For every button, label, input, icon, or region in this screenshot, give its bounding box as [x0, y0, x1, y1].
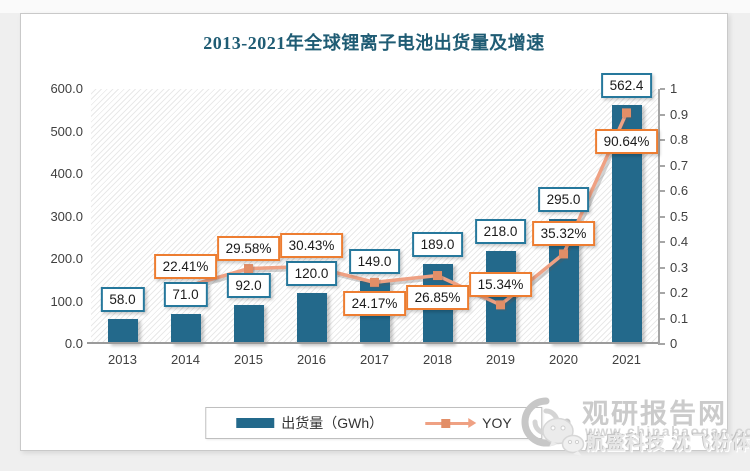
right-axis-tick-mark — [660, 317, 665, 320]
yoy-marker-2021 — [622, 108, 631, 118]
right-axis-tick-label: 0.6 — [670, 183, 689, 198]
yoy-value-label: 35.32% — [531, 220, 596, 246]
bar-value-label: 295.0 — [537, 186, 590, 212]
right-axis-tick-mark — [660, 266, 665, 269]
right-axis-line — [658, 89, 660, 345]
yoy-marker-2017 — [370, 277, 379, 287]
legend-yoy-label: YOY — [482, 415, 512, 431]
left-axis-tick-label: 0.0 — [64, 336, 83, 351]
yoy-value-label: 22.41% — [153, 253, 218, 279]
bar-value-label: 149.0 — [348, 248, 401, 274]
right-axis-tick-label: 0.8 — [670, 132, 689, 147]
legend-item-yoy: YOY — [425, 415, 512, 431]
chart-panel: 2013-2021年全球锂离子电池出货量及增速 0.0 100.0 200.0 300… — [20, 13, 728, 451]
yoy-marker-2015 — [244, 264, 253, 274]
watermark-site-name: 观研报告网 — [582, 399, 727, 429]
bar-value-label: 120.0 — [285, 261, 338, 286]
right-axis-tick-mark — [660, 343, 665, 345]
x-axis-label-2015: 2015 — [234, 352, 263, 367]
right-axis-tick-mark — [660, 164, 665, 167]
bar-2015 — [233, 304, 264, 344]
x-axis-label-2021: 2021 — [612, 352, 641, 367]
right-axis-tick-label: 0.7 — [670, 157, 689, 173]
x-axis-label-2014: 2014 — [171, 352, 200, 367]
yoy-line-series — [181, 108, 633, 311]
right-axis-tick-mark — [660, 215, 665, 218]
right-axis-tick-label: 0.4 — [670, 234, 689, 249]
legend: 出货量（GWh） YOY — [205, 407, 543, 439]
yoy-marker-2019 — [496, 300, 505, 310]
right-axis-tick-label: 1 — [670, 81, 678, 96]
yoy-line-shadow — [187, 114, 631, 310]
bar-value-label: 562.4 — [600, 72, 653, 98]
x-axis-label-2017: 2017 — [360, 352, 389, 367]
yoy-value-label: 30.43% — [279, 233, 344, 259]
wechat-icon — [542, 417, 585, 456]
left-axis-tick-label: 400.0 — [50, 166, 83, 181]
yoy-marker-2020 — [559, 249, 568, 259]
right-axis-tick-label: 0.9 — [670, 106, 689, 122]
bar-2014 — [170, 313, 201, 344]
left-axis-tick-label: 100.0 — [50, 293, 83, 309]
yoy-value-label: 26.85% — [405, 284, 470, 310]
line-swatch-icon — [425, 417, 477, 429]
watermark-overlay-text: 航盛科技 沈飞粉体 — [586, 433, 750, 454]
left-axis-tick-label: 600.0 — [50, 81, 83, 96]
bar-value-label: 92.0 — [226, 272, 271, 298]
left-axis-tick-label: 200.0 — [50, 251, 83, 266]
right-axis-tick-mark — [660, 292, 665, 294]
x-axis-label-2016: 2016 — [297, 352, 326, 367]
yoy-value-label: 24.17% — [342, 291, 407, 317]
legend-shipments-label: 出货量（GWh） — [281, 415, 384, 431]
watermark-site-url: www.chinabaogao.com — [585, 423, 750, 439]
bar-value-label: 189.0 — [411, 231, 464, 257]
x-axis-label-2020: 2020 — [549, 352, 578, 367]
right-axis-tick-mark — [660, 88, 665, 90]
left-axis-tick-label: 500.0 — [50, 123, 83, 139]
legend-item-shipments: 出货量（GWh） — [236, 413, 383, 433]
right-axis-tick-label: 0.5 — [670, 208, 689, 224]
yoy-marker-2018 — [433, 271, 442, 281]
bar-swatch-icon — [236, 418, 275, 428]
yoy-value-label: 29.58% — [216, 235, 281, 261]
x-axis-label-2013: 2013 — [108, 352, 137, 367]
right-axis-tick-label: 0 — [670, 336, 678, 351]
right-axis-tick-mark — [660, 139, 665, 141]
x-axis-line — [87, 342, 660, 344]
bar-value-label: 71.0 — [163, 281, 208, 307]
right-axis-tick-mark — [660, 113, 665, 116]
chart-title: 2013-2021年全球锂离子电池出货量及增速 — [203, 33, 545, 53]
right-axis-tick-mark — [660, 241, 665, 243]
watermark: 观研报告网 www.chinabaogao.com 航盛科技 沈飞粉体 — [520, 392, 750, 468]
bar-2013 — [107, 319, 138, 344]
yoy-line — [185, 112, 629, 307]
bar-value-label: 58.0 — [100, 287, 145, 313]
yoy-value-label: 90.64% — [594, 128, 659, 154]
right-axis-tick-mark — [660, 190, 665, 192]
left-axis-tick-label: 300.0 — [50, 208, 83, 224]
right-axis-tick-label: 0.2 — [670, 285, 689, 300]
yoy-value-label: 15.34% — [468, 271, 533, 297]
x-axis-label-2018: 2018 — [423, 352, 452, 367]
right-axis-tick-label: 0.1 — [670, 310, 689, 326]
right-axis-tick-label: 0.3 — [670, 259, 689, 275]
bar-value-label: 218.0 — [474, 219, 527, 245]
bar-2016 — [296, 293, 327, 344]
x-axis-label-2019: 2019 — [486, 352, 515, 367]
